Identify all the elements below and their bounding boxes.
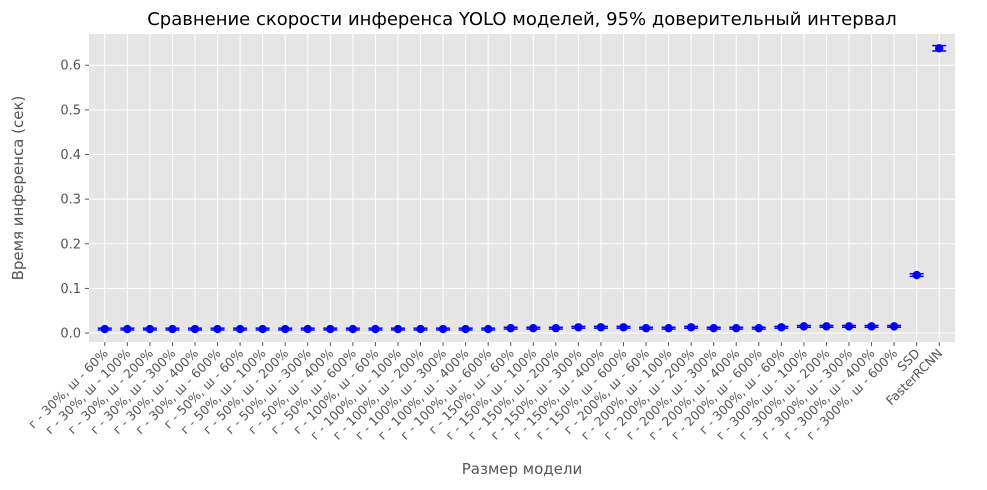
y-tick-label: 0.4 [60,148,81,163]
x-axis-label: Размер модели [462,460,582,478]
data-point [168,324,177,334]
y-tick-label: 0.6 [60,59,81,74]
data-point [889,322,899,331]
data-point [641,323,651,333]
data-point [213,324,222,334]
data-point [822,322,831,331]
data-point [754,323,763,333]
data-point [371,324,380,334]
data-point [303,324,312,334]
data-point [258,324,267,334]
data-point [777,323,786,332]
x-axis: г - 30%, ш - 60%г - 30%, ш - 100%г - 30%… [25,342,945,443]
data-point [145,324,155,334]
data-point [912,270,921,280]
data-point [326,324,335,334]
data-point [461,324,470,334]
data-point [123,324,132,334]
data-point [799,322,809,331]
data-point [100,324,109,334]
y-axis-label: Время инференса (сек) [9,96,27,281]
data-point [686,323,696,332]
data-point [619,323,628,332]
data-point [190,324,200,334]
data-point [235,324,245,334]
data-point [664,323,673,333]
data-point [574,323,583,332]
y-tick-label: 0.5 [60,103,81,118]
data-point [529,323,538,333]
data-point [709,323,718,333]
data-point [506,323,515,333]
y-tick-label: 0.2 [60,237,81,252]
data-point [281,324,290,334]
data-point [732,323,741,333]
data-point [348,324,358,334]
plot-area [89,34,955,342]
data-point [483,324,493,334]
data-point [867,322,876,331]
data-point [935,44,944,53]
data-point [393,324,403,334]
data-point [551,323,561,333]
data-point [596,323,606,332]
y-tick-label: 0.3 [60,193,81,208]
y-tick-label: 0.1 [60,282,81,297]
data-marks [97,44,947,334]
chart-title: Сравнение скорости инференса YOLO моделе… [147,9,897,30]
data-point [438,324,448,334]
grid-lines [89,34,955,342]
y-axis: 0.0 0.1 0.2 0.3 0.4 0.5 0.6 [60,59,89,342]
y-tick-label: 0.0 [60,327,81,342]
data-point [416,324,425,334]
data-point [844,322,854,331]
